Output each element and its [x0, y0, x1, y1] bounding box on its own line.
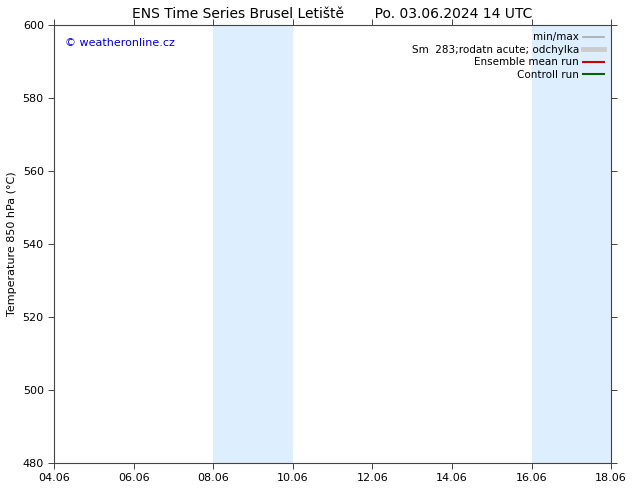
Y-axis label: Temperature 850 hPa (°C): Temperature 850 hPa (°C) [7, 172, 17, 316]
Bar [531, 25, 611, 463]
Text: © weatheronline.cz: © weatheronline.cz [65, 38, 175, 48]
Title: ENS Time Series Brusel Letiště       Po. 03.06.2024 14 UTC: ENS Time Series Brusel Letiště Po. 03.06… [133, 7, 533, 21]
Bar [213, 25, 293, 463]
Legend: min/max, Sm  283;rodatn acute; odchylka, Ensemble mean run, Controll run: min/max, Sm 283;rodatn acute; odchylka, … [410, 30, 606, 82]
